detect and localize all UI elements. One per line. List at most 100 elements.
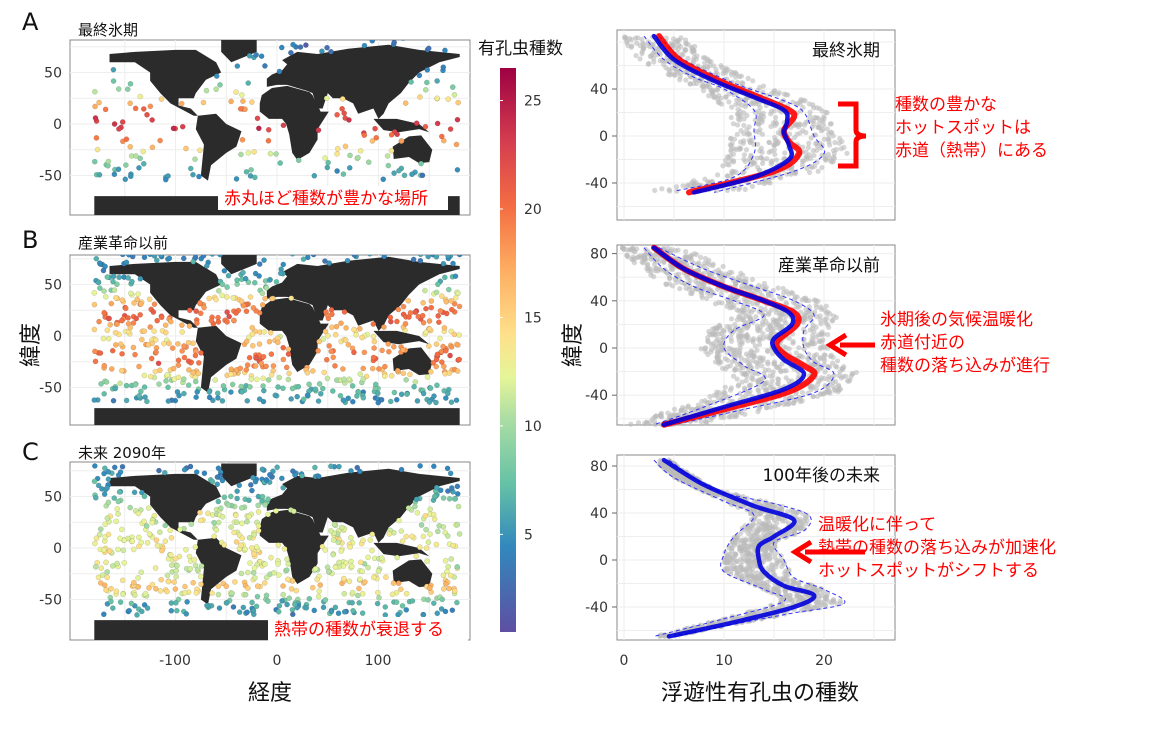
sample-point <box>370 574 377 581</box>
sample-point <box>328 463 334 470</box>
sample-point <box>203 87 210 94</box>
sample-point <box>221 542 227 548</box>
sample-point <box>229 381 236 388</box>
sample-point <box>92 463 98 469</box>
data-point <box>657 267 664 273</box>
colorbar-tick-label: 25 <box>524 94 542 110</box>
data-point <box>698 254 704 260</box>
data-point <box>716 100 722 106</box>
sample-point <box>369 365 376 372</box>
data-point <box>724 173 731 179</box>
sample-point <box>286 595 293 602</box>
data-point <box>794 101 801 107</box>
sample-point <box>384 153 391 159</box>
sample-point <box>97 580 104 586</box>
sample-point <box>165 173 171 179</box>
sample-point <box>151 328 157 335</box>
sample-point <box>177 526 183 533</box>
sample-point <box>454 491 461 497</box>
data-point <box>757 379 763 385</box>
data-point <box>781 91 787 97</box>
sample-point <box>173 573 180 580</box>
sample-point <box>215 395 221 401</box>
landmass <box>195 325 242 393</box>
data-point <box>698 418 704 425</box>
data-point <box>675 37 681 43</box>
data-point <box>653 265 659 271</box>
data-point <box>656 49 663 55</box>
data-point <box>826 155 833 161</box>
data-point <box>702 345 708 352</box>
x-tick-label: 0 <box>620 653 629 669</box>
sample-point <box>192 156 198 162</box>
sample-point <box>451 91 458 98</box>
sample-point <box>361 132 368 138</box>
sample-point <box>250 607 257 614</box>
data-point <box>764 92 770 99</box>
data-point <box>806 152 813 158</box>
landmass <box>392 347 433 376</box>
sample-point <box>197 300 203 306</box>
sample-point <box>244 362 251 368</box>
sample-point <box>114 321 120 327</box>
sample-point <box>219 398 226 404</box>
data-point <box>716 299 722 306</box>
sample-point <box>316 588 322 594</box>
data-point <box>837 598 843 604</box>
sample-point <box>273 151 279 157</box>
sample-point <box>228 98 234 105</box>
sample-point <box>198 581 204 588</box>
sample-point <box>154 317 160 324</box>
series-line <box>651 33 795 195</box>
sample-point <box>144 605 151 611</box>
data-point <box>723 94 729 100</box>
sample-point <box>155 360 162 367</box>
data-point <box>746 299 752 305</box>
sample-point <box>110 397 117 404</box>
sample-point <box>369 40 376 44</box>
data-point <box>768 567 774 573</box>
sample-point <box>209 478 216 485</box>
sample-point <box>244 518 250 525</box>
sample-point <box>240 98 246 105</box>
data-point <box>777 368 784 374</box>
data-point <box>732 136 738 142</box>
sample-point <box>386 531 393 537</box>
sample-point <box>96 318 102 325</box>
data-point <box>814 314 820 320</box>
data-point <box>685 55 691 61</box>
sample-point <box>350 607 356 614</box>
sample-point <box>239 520 245 527</box>
sample-point <box>151 255 158 259</box>
sample-point <box>409 533 415 540</box>
sample-point <box>386 348 392 355</box>
data-point <box>798 96 804 103</box>
data-point <box>672 247 678 254</box>
data-point <box>741 110 747 116</box>
data-point <box>652 261 658 267</box>
sample-point <box>178 100 185 107</box>
sample-point <box>311 172 318 179</box>
sample-point <box>225 272 232 279</box>
data-point <box>787 592 793 598</box>
data-point <box>667 188 673 194</box>
data-point <box>783 345 789 351</box>
sample-point <box>437 308 444 314</box>
data-point <box>659 186 665 192</box>
data-point <box>722 384 728 390</box>
data-point <box>790 299 797 306</box>
data-point <box>704 295 710 302</box>
data-point <box>719 365 726 371</box>
sample-point <box>172 586 179 592</box>
sample-point <box>213 86 219 93</box>
sample-point <box>209 255 215 257</box>
data-point <box>728 69 734 75</box>
sample-point <box>126 607 132 614</box>
sample-point <box>446 585 452 592</box>
sample-point <box>268 554 274 561</box>
data-point <box>809 164 815 171</box>
data-point <box>729 104 735 110</box>
sample-point <box>252 575 258 581</box>
data-point <box>657 413 663 419</box>
data-point <box>726 414 732 420</box>
